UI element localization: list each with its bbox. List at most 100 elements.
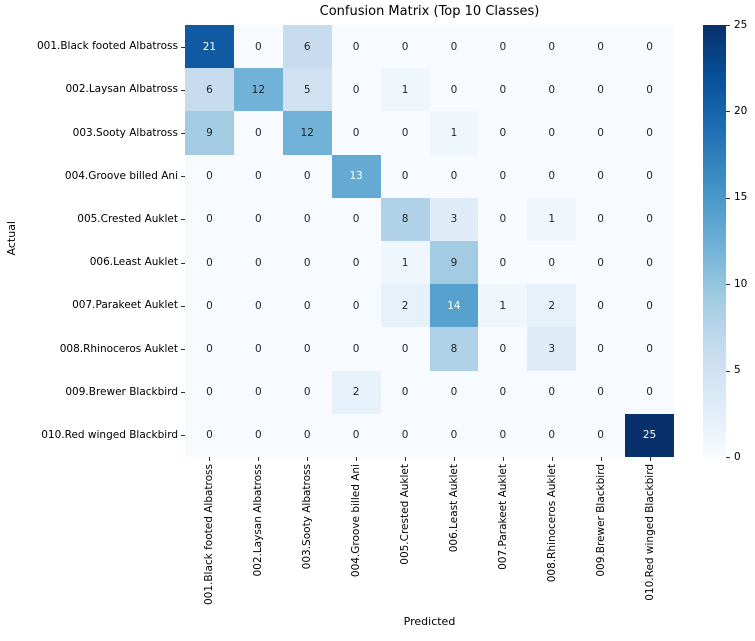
x-tick-label: 003.Sooty Albatross bbox=[301, 464, 314, 570]
y-tick-label: 001.Black footed Albatross bbox=[36, 40, 178, 53]
heatmap-cell: 0 bbox=[576, 154, 626, 198]
heatmap-cell: 0 bbox=[233, 197, 283, 241]
heatmap-grid: 21 0 6 0 0 0 0 0 0 0 6 12 5 0 1 0 0 0 0 0 9 0 12 0 0 1 0 0 0 0 0 0 0 13 0 0… bbox=[185, 25, 674, 457]
colorbar-tick-mark bbox=[726, 370, 730, 372]
heatmap-cell: 0 bbox=[625, 154, 674, 198]
heatmap-cell: 0 bbox=[478, 111, 528, 155]
y-tick-mark bbox=[181, 89, 185, 91]
heatmap-cell: 0 bbox=[282, 327, 332, 371]
heatmap-cell: 0 bbox=[527, 154, 577, 198]
x-tick-mark bbox=[258, 457, 260, 461]
heatmap-cell: 1 bbox=[478, 284, 528, 328]
heatmap-cell: 0 bbox=[233, 25, 283, 69]
heatmap-cell: 0 bbox=[380, 327, 430, 371]
colorbar-tick-mark bbox=[726, 111, 730, 113]
heatmap-cell: 8 bbox=[429, 327, 479, 371]
heatmap-cell: 1 bbox=[380, 68, 430, 112]
y-tick-label: 002.Laysan Albatross bbox=[65, 83, 178, 96]
y-tick-mark bbox=[181, 176, 185, 178]
heatmap-cell: 0 bbox=[625, 68, 674, 112]
heatmap-cell: 0 bbox=[625, 25, 674, 69]
heatmap-cell: 6 bbox=[185, 68, 234, 112]
heatmap-cell: 0 bbox=[576, 370, 626, 414]
heatmap-cell: 0 bbox=[478, 25, 528, 69]
colorbar-tick-mark bbox=[726, 284, 730, 286]
colorbar-tick-label: 25 bbox=[734, 18, 748, 31]
heatmap-cell: 21 bbox=[185, 25, 234, 69]
x-tick-mark bbox=[356, 457, 358, 461]
heatmap-cell: 0 bbox=[576, 327, 626, 371]
y-tick-label: 006.Least Auklet bbox=[89, 256, 178, 269]
x-axis-label: Predicted bbox=[403, 615, 456, 628]
x-tick-label: 001.Black footed Albatross bbox=[203, 464, 216, 606]
heatmap-cell: 0 bbox=[185, 413, 234, 457]
colorbar-tick-mark bbox=[726, 25, 730, 26]
x-tick-label: 006.Least Auklet bbox=[447, 464, 460, 553]
colorbar-tick-label: 0 bbox=[734, 450, 741, 463]
heatmap-cell: 0 bbox=[576, 68, 626, 112]
heatmap-cell: 0 bbox=[576, 111, 626, 155]
heatmap-cell: 0 bbox=[233, 284, 283, 328]
y-tick-mark bbox=[181, 219, 185, 221]
heatmap-cell: 25 bbox=[625, 413, 674, 457]
heatmap-cell: 0 bbox=[185, 241, 234, 285]
y-tick-mark bbox=[181, 262, 185, 264]
heatmap-cell: 0 bbox=[625, 197, 674, 241]
heatmap-cell: 12 bbox=[233, 68, 283, 112]
heatmap-cell: 2 bbox=[380, 284, 430, 328]
heatmap-cell: 0 bbox=[380, 154, 430, 198]
heatmap-cell: 0 bbox=[576, 413, 626, 457]
heatmap-cell: 0 bbox=[429, 68, 479, 112]
x-tick-label: 007.Parakeet Auklet bbox=[496, 464, 509, 570]
y-tick-label: 010.Red winged Blackbird bbox=[41, 428, 178, 441]
heatmap-cell: 0 bbox=[185, 370, 234, 414]
heatmap-cell: 9 bbox=[429, 241, 479, 285]
heatmap-cell: 1 bbox=[527, 197, 577, 241]
colorbar-tick-mark bbox=[726, 197, 730, 199]
heatmap-cell: 0 bbox=[331, 111, 381, 155]
x-tick-label: 009.Brewer Blackbird bbox=[594, 464, 607, 577]
heatmap-cell: 0 bbox=[527, 25, 577, 69]
heatmap-cell: 0 bbox=[185, 154, 234, 198]
heatmap-cell: 0 bbox=[331, 25, 381, 69]
heatmap-cell: 2 bbox=[331, 370, 381, 414]
heatmap-cell: 14 bbox=[429, 284, 479, 328]
y-tick-label: 007.Parakeet Auklet bbox=[72, 299, 178, 312]
heatmap-cell: 0 bbox=[185, 327, 234, 371]
heatmap-cell: 6 bbox=[282, 25, 332, 69]
heatmap-cell: 8 bbox=[380, 197, 430, 241]
heatmap-cell: 0 bbox=[478, 154, 528, 198]
colorbar-tick-label: 5 bbox=[734, 364, 741, 377]
x-tick-label: 002.Laysan Albatross bbox=[252, 464, 265, 577]
heatmap-cell: 0 bbox=[331, 284, 381, 328]
heatmap-cell: 0 bbox=[576, 197, 626, 241]
heatmap-cell: 0 bbox=[429, 25, 479, 69]
heatmap-cell: 0 bbox=[429, 370, 479, 414]
colorbar-tick-label: 15 bbox=[734, 191, 748, 204]
heatmap-cell: 9 bbox=[185, 111, 234, 155]
y-tick-label: 008.Rhinoceros Auklet bbox=[59, 342, 178, 355]
heatmap-cell: 0 bbox=[527, 413, 577, 457]
heatmap-cell: 5 bbox=[282, 68, 332, 112]
heatmap-cell: 0 bbox=[331, 327, 381, 371]
heatmap-cell: 0 bbox=[380, 111, 430, 155]
heatmap-cell: 0 bbox=[282, 154, 332, 198]
heatmap-cell: 0 bbox=[185, 284, 234, 328]
heatmap-cell: 13 bbox=[331, 154, 381, 198]
y-tick-label: 009.Brewer Blackbird bbox=[65, 385, 178, 398]
heatmap-cell: 0 bbox=[282, 413, 332, 457]
x-tick-mark bbox=[649, 457, 651, 461]
heatmap-cell: 0 bbox=[527, 111, 577, 155]
heatmap-cell: 0 bbox=[233, 370, 283, 414]
y-tick-mark bbox=[181, 46, 185, 48]
heatmap-cell: 0 bbox=[380, 25, 430, 69]
heatmap-cell: 0 bbox=[282, 241, 332, 285]
y-tick-mark bbox=[181, 349, 185, 350]
heatmap-cell: 0 bbox=[282, 370, 332, 414]
heatmap-cell: 0 bbox=[380, 370, 430, 414]
x-tick-mark bbox=[502, 457, 504, 461]
heatmap-cell: 3 bbox=[527, 327, 577, 371]
heatmap-cell: 3 bbox=[429, 197, 479, 241]
heatmap-cell: 12 bbox=[282, 111, 332, 155]
